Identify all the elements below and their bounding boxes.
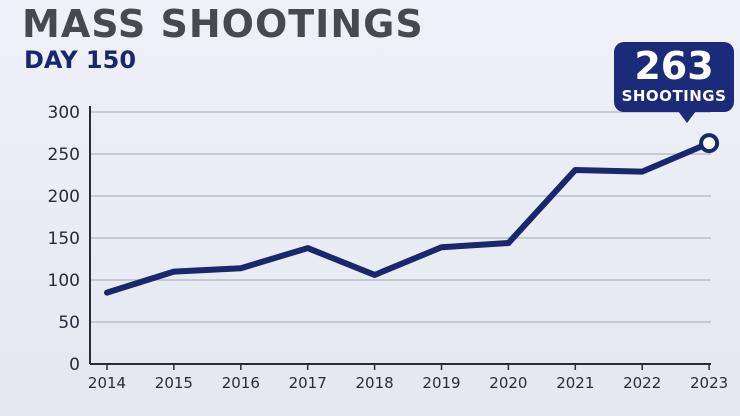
series-line (104, 140, 713, 296)
y-tick-label: 0 (69, 355, 80, 375)
chart-subtitle: DAY 150 (24, 46, 137, 74)
y-tick-label: 200 (48, 187, 80, 207)
x-tick-label: 2015 (155, 374, 193, 392)
latest-value-callout: 263 SHOOTINGS (614, 42, 734, 112)
y-tick-label: 250 (48, 145, 80, 165)
y-tick-label: 100 (48, 271, 80, 291)
data-point (104, 290, 110, 296)
highlight-point (699, 133, 720, 154)
data-point (305, 245, 311, 251)
x-tick-label: 2021 (556, 374, 594, 392)
gridlines (90, 111, 711, 323)
data-points (104, 133, 720, 296)
callout-pointer (678, 111, 696, 123)
data-series (104, 140, 713, 296)
x-tick-label: 2023 (690, 374, 728, 392)
x-axis-ticks: 2014 2015 2016 2017 2018 2019 2020 2021 2022 2023 (88, 374, 728, 392)
data-point (238, 265, 244, 271)
y-tick-label: 50 (58, 313, 80, 333)
x-tick-label: 2020 (489, 374, 527, 392)
data-point (372, 272, 378, 278)
data-point (505, 240, 511, 246)
callout-value: 263 (634, 44, 714, 88)
axes (89, 106, 711, 370)
x-tick-label: 2014 (88, 374, 126, 392)
data-point (439, 244, 444, 250)
x-tick-label: 2022 (623, 374, 661, 392)
x-tick-label: 2017 (289, 374, 327, 392)
chart-title: MASS SHOOTINGS (22, 2, 424, 46)
y-tick-label: 300 (48, 103, 80, 123)
y-tick-label: 150 (48, 229, 80, 249)
callout-label: SHOOTINGS (621, 87, 727, 105)
x-tick-label: 2018 (356, 374, 394, 392)
x-tick-label: 2016 (222, 374, 260, 392)
data-point (572, 167, 578, 173)
data-point (639, 169, 645, 175)
x-tick-label: 2019 (422, 374, 460, 392)
y-axis-ticks: 0 50 100 150 200 250 300 (48, 103, 80, 375)
data-point (171, 269, 177, 275)
